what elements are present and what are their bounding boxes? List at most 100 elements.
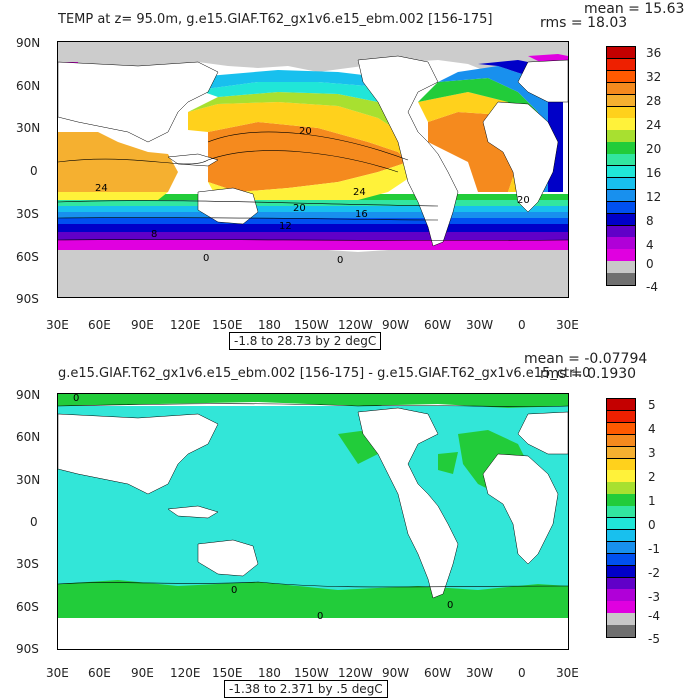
panel1-contour-label: 20 xyxy=(293,203,306,214)
panel1-contour-label: 0 xyxy=(203,253,209,264)
panel1-contour-label: 20 xyxy=(517,195,530,206)
colorbar-swatch xyxy=(607,529,635,543)
lat-label: 60N xyxy=(16,79,41,93)
colorbar-swatch xyxy=(607,70,635,84)
panel2-map-svg xyxy=(57,394,569,649)
colorbar-swatch xyxy=(607,577,635,590)
colorbar-label: -4 xyxy=(648,609,660,623)
colorbar-swatch xyxy=(607,237,635,250)
colorbar-swatch xyxy=(607,201,635,215)
lon-label: 90E xyxy=(131,318,154,332)
lon-label: 120W xyxy=(338,318,373,332)
lon-label: 0 xyxy=(518,666,526,680)
colorbar-label: 16 xyxy=(646,166,662,180)
colorbar-swatch xyxy=(607,541,635,555)
panel2-contour-label: 0 xyxy=(73,393,79,404)
panel1-contour-label: 24 xyxy=(95,183,108,194)
colorbar-label: 36 xyxy=(646,46,662,60)
colorbar-swatch xyxy=(607,434,635,448)
panel2-rms: rms = 0.1930 xyxy=(540,366,637,382)
colorbar-label: -2 xyxy=(648,566,660,580)
colorbar-label: -4 xyxy=(646,280,658,294)
colorbar-label: -5 xyxy=(648,632,660,646)
lat-label: 30N xyxy=(16,121,41,135)
colorbar-label: 0 xyxy=(648,518,656,532)
colorbar-swatch xyxy=(607,410,635,424)
colorbar-swatch xyxy=(607,225,635,238)
panel2-contour-label: 0 xyxy=(317,611,323,622)
lat-label: 30S xyxy=(16,207,39,221)
colorbar-swatch xyxy=(607,154,635,167)
colorbar-label: 32 xyxy=(646,70,662,84)
colorbar-swatch xyxy=(607,142,635,155)
lat-label: 0 xyxy=(30,515,38,529)
colorbar-label: 4 xyxy=(648,422,656,436)
lat-label: 0 xyxy=(30,164,38,178)
panel1-contour-label: 8 xyxy=(151,229,157,240)
colorbar-label: 1 xyxy=(648,494,656,508)
panel1-colorbar xyxy=(606,46,636,286)
panel2-title: g.e15.GIAF.T62_gx1v6.e15_ebm.002 [156-17… xyxy=(58,366,591,381)
colorbar-label: 5 xyxy=(648,398,656,412)
colorbar-swatch xyxy=(607,118,635,131)
colorbar-swatch xyxy=(607,458,635,471)
colorbar-swatch xyxy=(607,82,635,96)
colorbar-swatch xyxy=(607,565,635,578)
lon-label: 30E xyxy=(46,318,69,332)
lat-label: 90N xyxy=(16,36,41,50)
lon-label: 150E xyxy=(212,666,243,680)
panel1-contour-labels: 20 24 24 20 16 12 8 0 0 20 xyxy=(95,126,530,266)
colorbar-label: 3 xyxy=(648,446,656,460)
colorbar-swatch xyxy=(607,58,635,72)
lat-label: 60S xyxy=(16,250,39,264)
colorbar-label: 4 xyxy=(646,238,654,252)
lon-label: 150E xyxy=(212,318,243,332)
colorbar-swatch xyxy=(607,273,635,286)
lon-label: 90W xyxy=(382,318,410,332)
panel2-range: -1.38 to 2.371 by .5 degC xyxy=(224,680,388,698)
colorbar-label: 2 xyxy=(648,470,656,484)
lon-label: 60W xyxy=(424,666,452,680)
lat-label: 90S xyxy=(16,642,39,656)
panel2-contour-label: 0 xyxy=(231,585,237,596)
panel1-map xyxy=(57,41,569,298)
colorbar-swatch xyxy=(607,47,635,60)
colorbar-swatch xyxy=(607,518,635,531)
lon-label: 90W xyxy=(382,666,410,680)
panel1-contour-label: 12 xyxy=(279,221,292,232)
panel1-map-svg xyxy=(57,42,569,297)
lat-label: 60N xyxy=(16,430,41,444)
lat-label: 30S xyxy=(16,557,39,571)
panel1-mean: mean = 15.63 xyxy=(584,1,685,17)
lon-label: 30E xyxy=(556,666,579,680)
lon-label: 60E xyxy=(88,666,111,680)
panel1-contour-label: 16 xyxy=(355,209,368,220)
lon-label: 180 xyxy=(258,666,281,680)
lon-label: 0 xyxy=(518,318,526,332)
panel2-mean: mean = -0.07794 xyxy=(524,351,648,367)
lon-label: 60W xyxy=(424,318,452,332)
colorbar-swatch xyxy=(607,94,635,107)
colorbar-swatch xyxy=(607,213,635,226)
lon-label: 30W xyxy=(466,318,494,332)
panel1-rms: rms = 18.03 xyxy=(540,15,628,31)
colorbar-swatch xyxy=(607,589,635,602)
lon-label: 120E xyxy=(170,666,201,680)
colorbar-swatch xyxy=(607,506,635,519)
lon-label: 30E xyxy=(46,666,69,680)
panel2-map xyxy=(57,393,569,650)
colorbar-swatch xyxy=(607,189,635,203)
colorbar-swatch xyxy=(607,177,635,191)
lat-label: 90S xyxy=(16,292,39,306)
lat-label: 60S xyxy=(16,600,39,614)
lon-label: 180 xyxy=(258,318,281,332)
panel1-title: TEMP at z= 95.0m, g.e15.GIAF.T62_gx1v6.e… xyxy=(58,12,493,27)
lon-label: 150W xyxy=(294,318,329,332)
panel1-contour-label: 0 xyxy=(337,255,343,266)
panel2-colorbar xyxy=(606,398,636,638)
colorbar-swatch xyxy=(607,625,635,638)
lat-label: 90N xyxy=(16,388,41,402)
colorbar-label: 0 xyxy=(646,257,654,271)
colorbar-swatch xyxy=(607,494,635,507)
colorbar-swatch xyxy=(607,166,635,179)
